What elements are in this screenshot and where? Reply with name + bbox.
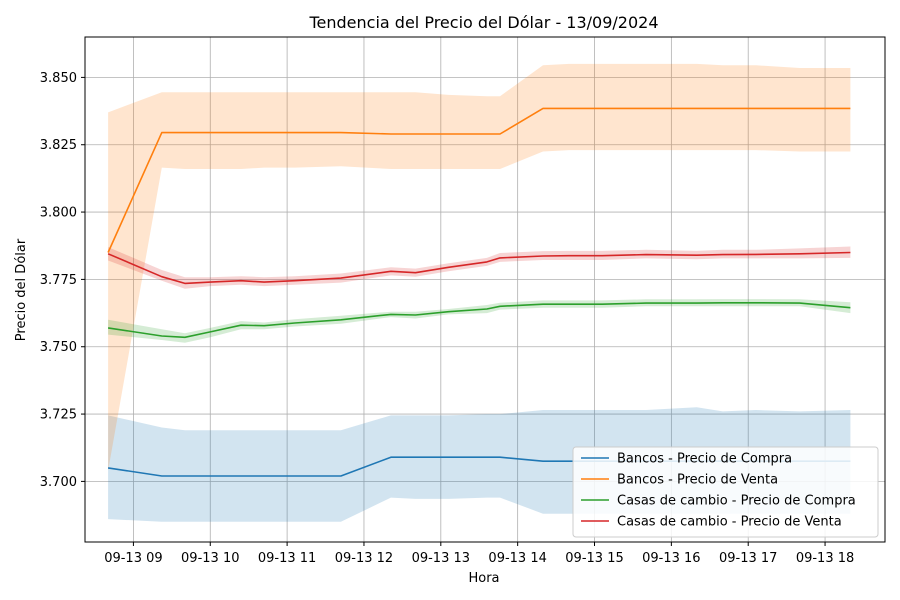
legend-box: [572, 446, 879, 538]
x-tick-label-0: 09-13 09: [104, 551, 162, 566]
x-tick-label-6: 09-13 15: [565, 551, 623, 566]
chart-title: Tendencia del Precio del Dólar - 13/09/2…: [308, 13, 658, 32]
y-tick-label-5: 3.825: [40, 138, 77, 153]
axis-ticks: 09-13 09 09-13 10 09-13 11 09-13 12 09-13 13…: [40, 71, 855, 566]
series-3-band: [108, 246, 851, 289]
legend-entry-3: Casas de cambio - Precio de Venta: [617, 515, 842, 530]
x-tick-label-3: 09-13 12: [335, 551, 393, 566]
legend-entry-2: Casas de cambio - Precio de Compra: [617, 494, 856, 509]
grid-layer: [85, 37, 885, 542]
x-tick-label-7: 09-13 16: [642, 551, 700, 566]
x-tick-label-5: 09-13 14: [488, 551, 546, 566]
series-1-line: [107, 107, 851, 253]
y-tick-label-6: 3.850: [40, 71, 77, 86]
y-tick-label-2: 3.750: [40, 340, 77, 355]
y-tick-label-1: 3.725: [40, 408, 77, 423]
y-tick-label-3: 3.775: [40, 273, 77, 288]
series-2-band: [108, 299, 851, 343]
x-tick-label-9: 09-13 18: [796, 551, 854, 566]
x-tick-label-2: 09-13 11: [258, 551, 316, 566]
legend-entry-0: Bancos - Precio de Compra: [617, 452, 792, 467]
plot-frame: [84, 36, 886, 543]
y-axis-label: Precio del Dólar: [14, 238, 29, 341]
series-1-band: [108, 63, 851, 471]
x-tick-label-1: 09-13 10: [181, 551, 239, 566]
x-tick-label-4: 09-13 13: [412, 551, 470, 566]
x-tick-label-8: 09-13 17: [719, 551, 777, 566]
series-3-line: [107, 251, 851, 285]
legend: Bancos - Precio de Compra Bancos - Precio…: [572, 446, 879, 538]
y-tick-label-0: 3.700: [40, 475, 77, 490]
series-2-line: [107, 301, 851, 339]
x-axis-label: Hora: [468, 571, 499, 586]
y-tick-label-4: 3.800: [40, 206, 77, 221]
legend-entry-1: Bancos - Precio de Venta: [617, 473, 778, 488]
